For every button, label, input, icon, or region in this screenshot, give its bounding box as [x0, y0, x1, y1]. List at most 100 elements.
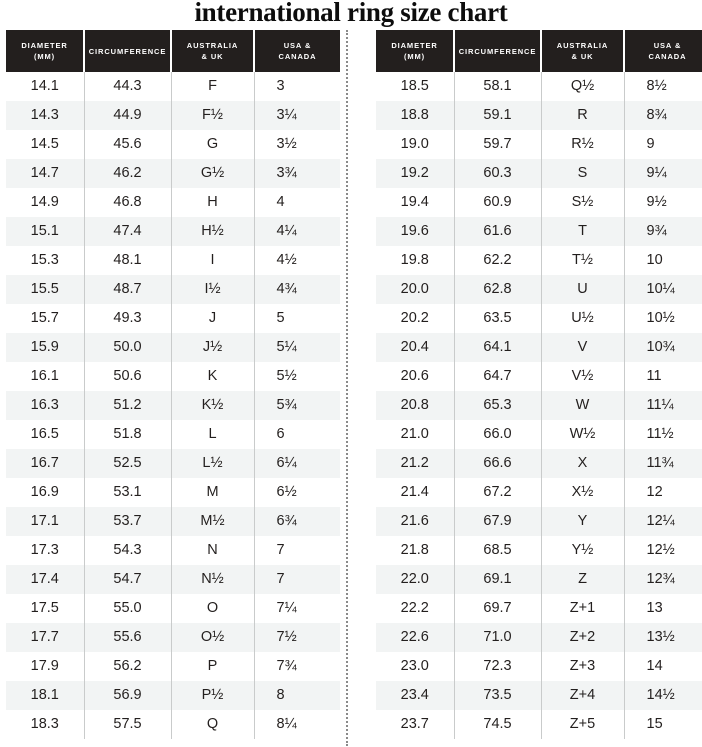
cell-circumference: 54.7	[84, 565, 172, 594]
table-row: 20.6 64.7 V½ 11	[376, 362, 702, 391]
table-row: 23.7 74.5 Z+5 15	[376, 710, 702, 739]
column-header-circumference: CIRCUMFERENCE	[84, 30, 172, 72]
cell-australia-uk: M½	[171, 507, 255, 536]
cell-australia-uk: Q½	[541, 72, 625, 101]
cell-circumference: 64.1	[454, 333, 542, 362]
cell-diameter: 18.5	[376, 72, 455, 101]
cell-circumference: 73.5	[454, 681, 542, 710]
header-row: DIAMETER (mm) CIRCUMFERENCE AUSTRALIA & …	[376, 30, 702, 72]
table-header-left: DIAMETER (mm) CIRCUMFERENCE AUSTRALIA & …	[6, 30, 340, 72]
table-row: 18.8 59.1 R 8¾	[376, 101, 702, 130]
cell-diameter: 20.2	[376, 304, 455, 333]
cell-usa-canada: 14½	[624, 681, 702, 710]
table-row: 20.0 62.8 U 10¼	[376, 275, 702, 304]
cell-diameter: 14.7	[6, 159, 85, 188]
cell-usa-canada: 7¾	[254, 652, 340, 681]
cell-circumference: 44.9	[84, 101, 172, 130]
cell-usa-canada: 11¼	[624, 391, 702, 420]
cell-diameter: 16.9	[6, 478, 85, 507]
right-table-panel: DIAMETER (mm) CIRCUMFERENCE AUSTRALIA & …	[376, 30, 702, 739]
cell-australia-uk: O	[171, 594, 255, 623]
table-row: 15.5 48.7 I½ 4¾	[6, 275, 340, 304]
column-header-diameter-label: DIAMETER	[391, 41, 438, 50]
cell-australia-uk: J	[171, 304, 255, 333]
cell-circumference: 54.3	[84, 536, 172, 565]
cell-diameter: 14.9	[6, 188, 85, 217]
cell-australia-uk: I	[171, 246, 255, 275]
cell-australia-uk: V	[541, 333, 625, 362]
cell-australia-uk: X½	[541, 478, 625, 507]
cell-usa-canada: 4¼	[254, 217, 340, 246]
cell-circumference: 59.7	[454, 130, 542, 159]
cell-circumference: 44.3	[84, 72, 172, 101]
table-row: 16.3 51.2 K½ 5¾	[6, 391, 340, 420]
table-header-right: DIAMETER (mm) CIRCUMFERENCE AUSTRALIA & …	[376, 30, 702, 72]
cell-circumference: 64.7	[454, 362, 542, 391]
cell-diameter: 19.2	[376, 159, 455, 188]
cell-usa-canada: 11½	[624, 420, 702, 449]
cell-diameter: 18.8	[376, 101, 455, 130]
cell-circumference: 68.5	[454, 536, 542, 565]
cell-australia-uk: W	[541, 391, 625, 420]
column-header-diameter-sub: (mm)	[403, 52, 426, 61]
cell-diameter: 20.0	[376, 275, 455, 304]
cell-circumference: 53.1	[84, 478, 172, 507]
cell-diameter: 20.4	[376, 333, 455, 362]
table-row: 21.8 68.5 Y½ 12½	[376, 536, 702, 565]
table-row: 15.1 47.4 H½ 4¼	[6, 217, 340, 246]
cell-circumference: 65.3	[454, 391, 542, 420]
cell-australia-uk: T½	[541, 246, 625, 275]
table-row: 23.0 72.3 Z+3 14	[376, 652, 702, 681]
table-body-left: 14.1 44.3 F 3 14.3 44.9 F½ 3¼ 14.5 45.6 G 3½ 14.7 46.…	[6, 72, 340, 739]
column-header-australia-uk-sub: & UK	[201, 52, 224, 61]
cell-diameter: 21.6	[376, 507, 455, 536]
column-header-usa-canada-label: USA &	[653, 41, 682, 50]
header-row: DIAMETER (mm) CIRCUMFERENCE AUSTRALIA & …	[6, 30, 340, 72]
column-header-diameter: DIAMETER (mm)	[376, 30, 455, 72]
cell-circumference: 50.6	[84, 362, 172, 391]
table-row: 18.1 56.9 P½ 8	[6, 681, 340, 710]
cell-circumference: 74.5	[454, 710, 542, 739]
table-row: 21.4 67.2 X½ 12	[376, 478, 702, 507]
cell-australia-uk: Z+1	[541, 594, 625, 623]
cell-circumference: 59.1	[454, 101, 542, 130]
cell-diameter: 19.4	[376, 188, 455, 217]
cell-australia-uk: W½	[541, 420, 625, 449]
table-row: 21.6 67.9 Y 12¼	[376, 507, 702, 536]
cell-diameter: 17.5	[6, 594, 85, 623]
cell-australia-uk: L½	[171, 449, 255, 478]
cell-diameter: 17.9	[6, 652, 85, 681]
table-row: 22.2 69.7 Z+1 13	[376, 594, 702, 623]
cell-diameter: 18.1	[6, 681, 85, 710]
cell-usa-canada: 9	[624, 130, 702, 159]
cell-usa-canada: 9½	[624, 188, 702, 217]
cell-circumference: 62.2	[454, 246, 542, 275]
cell-diameter: 14.1	[6, 72, 85, 101]
cell-australia-uk: Z+4	[541, 681, 625, 710]
cell-australia-uk: O½	[171, 623, 255, 652]
column-header-australia-uk-label: AUSTRALIA	[556, 41, 609, 50]
cell-circumference: 58.1	[454, 72, 542, 101]
tables-container: DIAMETER (mm) CIRCUMFERENCE AUSTRALIA & …	[0, 30, 702, 747]
cell-usa-canada: 10¼	[624, 275, 702, 304]
cell-australia-uk: I½	[171, 275, 255, 304]
column-header-circumference: CIRCUMFERENCE	[454, 30, 542, 72]
table-row: 22.0 69.1 Z 12¾	[376, 565, 702, 594]
cell-diameter: 21.8	[376, 536, 455, 565]
cell-australia-uk: G	[171, 130, 255, 159]
table-row: 20.8 65.3 W 11¼	[376, 391, 702, 420]
table-row: 19.0 59.7 R½ 9	[376, 130, 702, 159]
cell-diameter: 17.7	[6, 623, 85, 652]
cell-diameter: 15.1	[6, 217, 85, 246]
cell-circumference: 46.2	[84, 159, 172, 188]
table-row: 19.2 60.3 S 9¼	[376, 159, 702, 188]
cell-circumference: 46.8	[84, 188, 172, 217]
cell-usa-canada: 9¼	[624, 159, 702, 188]
table-row: 17.9 56.2 P 7¾	[6, 652, 340, 681]
cell-usa-canada: 12¼	[624, 507, 702, 536]
table-row: 16.9 53.1 M 6½	[6, 478, 340, 507]
cell-usa-canada: 4	[254, 188, 340, 217]
cell-usa-canada: 3	[254, 72, 340, 101]
cell-usa-canada: 8	[254, 681, 340, 710]
